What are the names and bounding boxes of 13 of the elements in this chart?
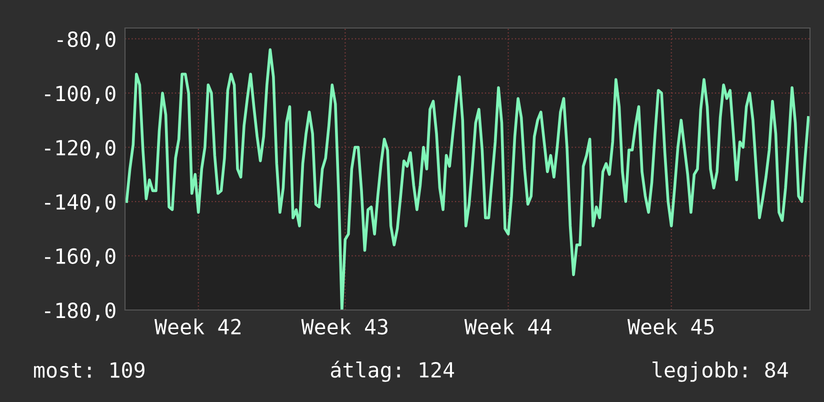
x-tick-label: Week 43: [301, 318, 388, 335]
x-tick-label: Week 42: [154, 318, 241, 335]
y-tick-label: -160,0: [45, 248, 116, 267]
x-tick-label: Week 44: [464, 318, 552, 335]
y-tick-label: -100,0: [45, 86, 116, 104]
x-tick-label: Week 45: [627, 318, 714, 335]
y-tick-label: -180,0: [45, 302, 116, 321]
y-tick-label: -80,0: [58, 31, 116, 50]
text: most: 109: [34, 362, 144, 378]
y-tick-label: -140,0: [45, 194, 116, 212]
text: legjobb: 84: [652, 361, 788, 382]
y-tick-label: -120,0: [45, 140, 116, 158]
text: átlag: 124: [330, 360, 454, 382]
